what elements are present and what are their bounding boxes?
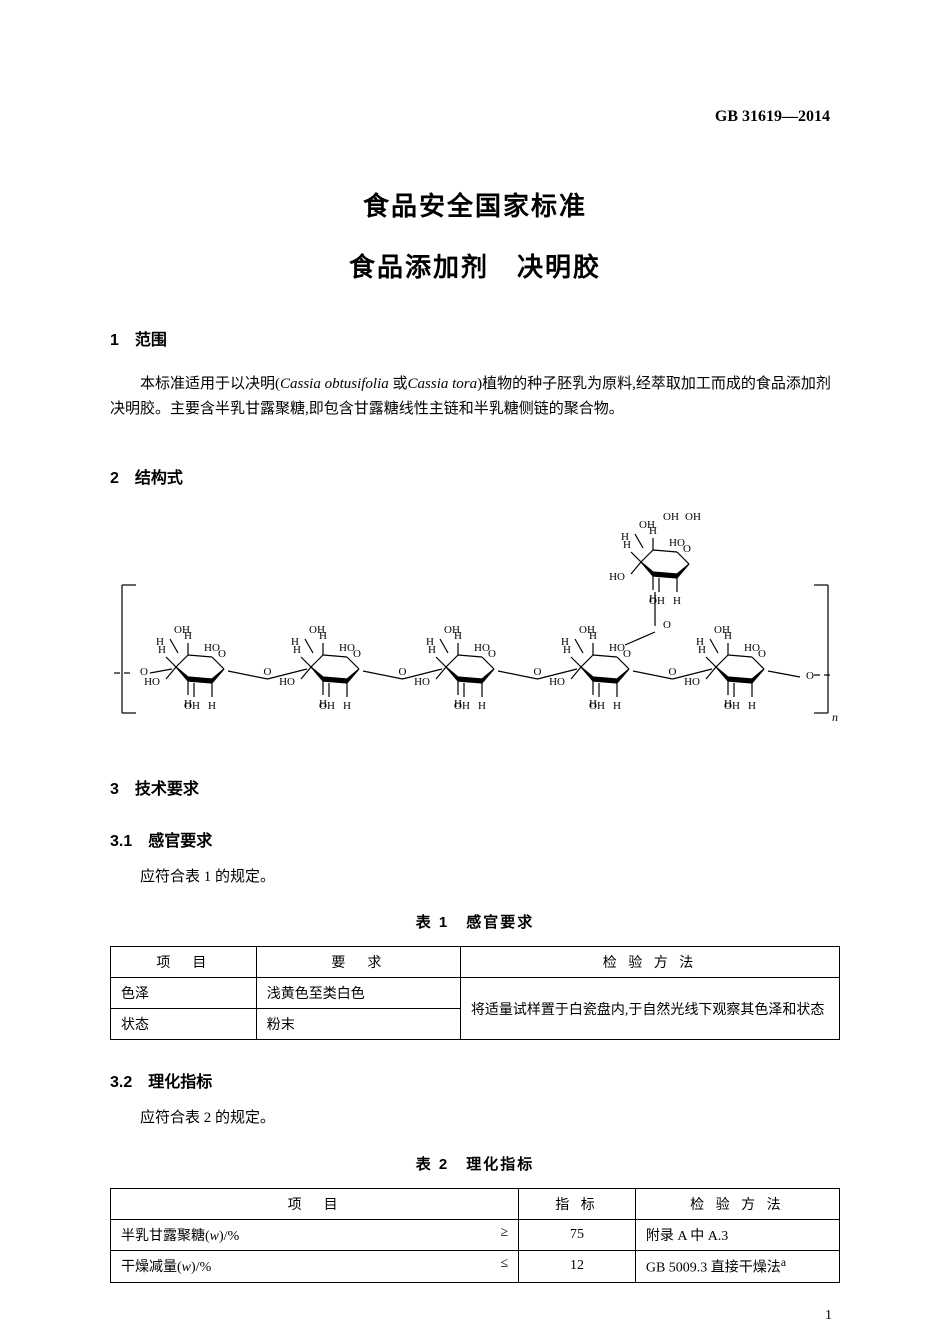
svg-text:O: O: [806, 670, 814, 682]
title-main: 食品安全国家标准: [110, 186, 840, 223]
svg-text:H: H: [208, 700, 216, 712]
svg-text:HO: HO: [204, 642, 220, 654]
svg-text:H: H: [621, 531, 629, 543]
table-header: 指 标: [519, 1189, 636, 1220]
svg-text:H: H: [343, 700, 351, 712]
section-1-heading: 1 范围: [110, 326, 840, 350]
section-3-2-text: 应符合表 2 的规定。: [110, 1106, 840, 1131]
svg-text:O: O: [399, 666, 407, 678]
svg-text:O: O: [140, 666, 148, 678]
svg-text:O: O: [264, 666, 272, 678]
section-3-1-text: 应符合表 1 的规定。: [110, 865, 840, 890]
svg-text:OH: OH: [579, 624, 595, 636]
svg-text:OH: OH: [184, 700, 200, 712]
svg-text:HO: HO: [609, 571, 625, 583]
table-cell: 干燥减量(w)/% ≤: [111, 1251, 519, 1283]
svg-text:OH: OH: [309, 624, 325, 636]
table-1: 项 目 要 求 检 验 方 法 色泽 浅黄色至类白色 将适量试样置于白瓷盘内,于…: [110, 946, 840, 1040]
svg-text:OH: OH: [454, 700, 470, 712]
svg-text:HO: HO: [684, 676, 700, 688]
table-cell: 状态: [111, 1009, 257, 1040]
table-cell: 粉末: [256, 1009, 460, 1040]
svg-text:H: H: [561, 636, 569, 648]
svg-text:OH: OH: [685, 513, 701, 523]
svg-text:HO: HO: [339, 642, 355, 654]
table-cell: 75: [519, 1220, 636, 1251]
table-header: 要 求: [256, 947, 460, 978]
table-cell: 附录 A 中 A.3: [635, 1220, 839, 1251]
svg-text:HO: HO: [414, 676, 430, 688]
svg-text:HO: HO: [609, 642, 625, 654]
table-header: 检 验 方 法: [460, 947, 839, 978]
table-cell: GB 5009.3 直接干燥法a: [635, 1251, 839, 1283]
section-3-2-heading: 3.2 理化指标: [110, 1068, 840, 1092]
table-row: 项 目 要 求 检 验 方 法: [111, 947, 840, 978]
svg-text:H: H: [748, 700, 756, 712]
svg-text:OH: OH: [639, 519, 655, 531]
svg-text:OH: OH: [319, 700, 335, 712]
table-cell: 浅黄色至类白色: [256, 978, 460, 1009]
svg-text:HO: HO: [474, 642, 490, 654]
title-sub: 食品添加剂 决明胶: [110, 247, 840, 284]
svg-text:H: H: [613, 700, 621, 712]
structure-diagram: OHHOHHHOHHOHHOOHHOHHHOHHOHHOOHHOHHHOHHOH…: [110, 513, 840, 733]
table-cell: 半乳甘露聚糖(w)/% ≥: [111, 1220, 519, 1251]
svg-text:HO: HO: [669, 537, 685, 549]
section-1-text: 本标准适用于以决明(Cassia obtusifolia 或Cassia tor…: [110, 372, 840, 422]
table-row: 半乳甘露聚糖(w)/% ≥ 75 附录 A 中 A.3: [111, 1220, 840, 1251]
svg-text:OH: OH: [714, 624, 730, 636]
table-row: 色泽 浅黄色至类白色 将适量试样置于白瓷盘内,于自然光线下观察其色泽和状态: [111, 978, 840, 1009]
section-2-heading: 2 结构式: [110, 464, 840, 488]
section-3-1-heading: 3.1 感官要求: [110, 827, 840, 851]
table-1-title: 表 1 感官要求: [110, 911, 840, 932]
section-3-heading: 3 技术要求: [110, 775, 840, 799]
svg-text:H: H: [673, 595, 681, 607]
svg-text:O: O: [534, 666, 542, 678]
svg-text:H: H: [478, 700, 486, 712]
svg-text:OH: OH: [444, 624, 460, 636]
svg-text:H: H: [156, 636, 164, 648]
svg-text:H: H: [696, 636, 704, 648]
svg-text:H: H: [291, 636, 299, 648]
table-2-title: 表 2 理化指标: [110, 1153, 840, 1174]
table-row: 项 目 指 标 检 验 方 法: [111, 1189, 840, 1220]
standard-code: GB 31619—2014: [715, 108, 830, 126]
svg-text:HO: HO: [279, 676, 295, 688]
page-number: 1: [825, 1308, 832, 1324]
table-header: 项 目: [111, 947, 257, 978]
table-row: 干燥减量(w)/% ≤ 12 GB 5009.3 直接干燥法a: [111, 1251, 840, 1283]
svg-text:HO: HO: [549, 676, 565, 688]
table-cell: 12: [519, 1251, 636, 1283]
svg-text:OH: OH: [724, 700, 740, 712]
table-header: 检 验 方 法: [635, 1189, 839, 1220]
svg-text:O: O: [663, 619, 671, 631]
table-cell: 色泽: [111, 978, 257, 1009]
svg-text:OH: OH: [649, 595, 665, 607]
svg-text:n: n: [832, 710, 838, 724]
table-2: 项 目 指 标 检 验 方 法 半乳甘露聚糖(w)/% ≥ 75 附录 A 中 …: [110, 1188, 840, 1283]
svg-text:OH: OH: [589, 700, 605, 712]
svg-text:OH: OH: [663, 513, 679, 523]
svg-text:OH: OH: [174, 624, 190, 636]
svg-text:O: O: [669, 666, 677, 678]
table-cell: 将适量试样置于白瓷盘内,于自然光线下观察其色泽和状态: [460, 978, 839, 1040]
svg-text:HO: HO: [744, 642, 760, 654]
svg-text:H: H: [426, 636, 434, 648]
table-header: 项 目: [111, 1189, 519, 1220]
